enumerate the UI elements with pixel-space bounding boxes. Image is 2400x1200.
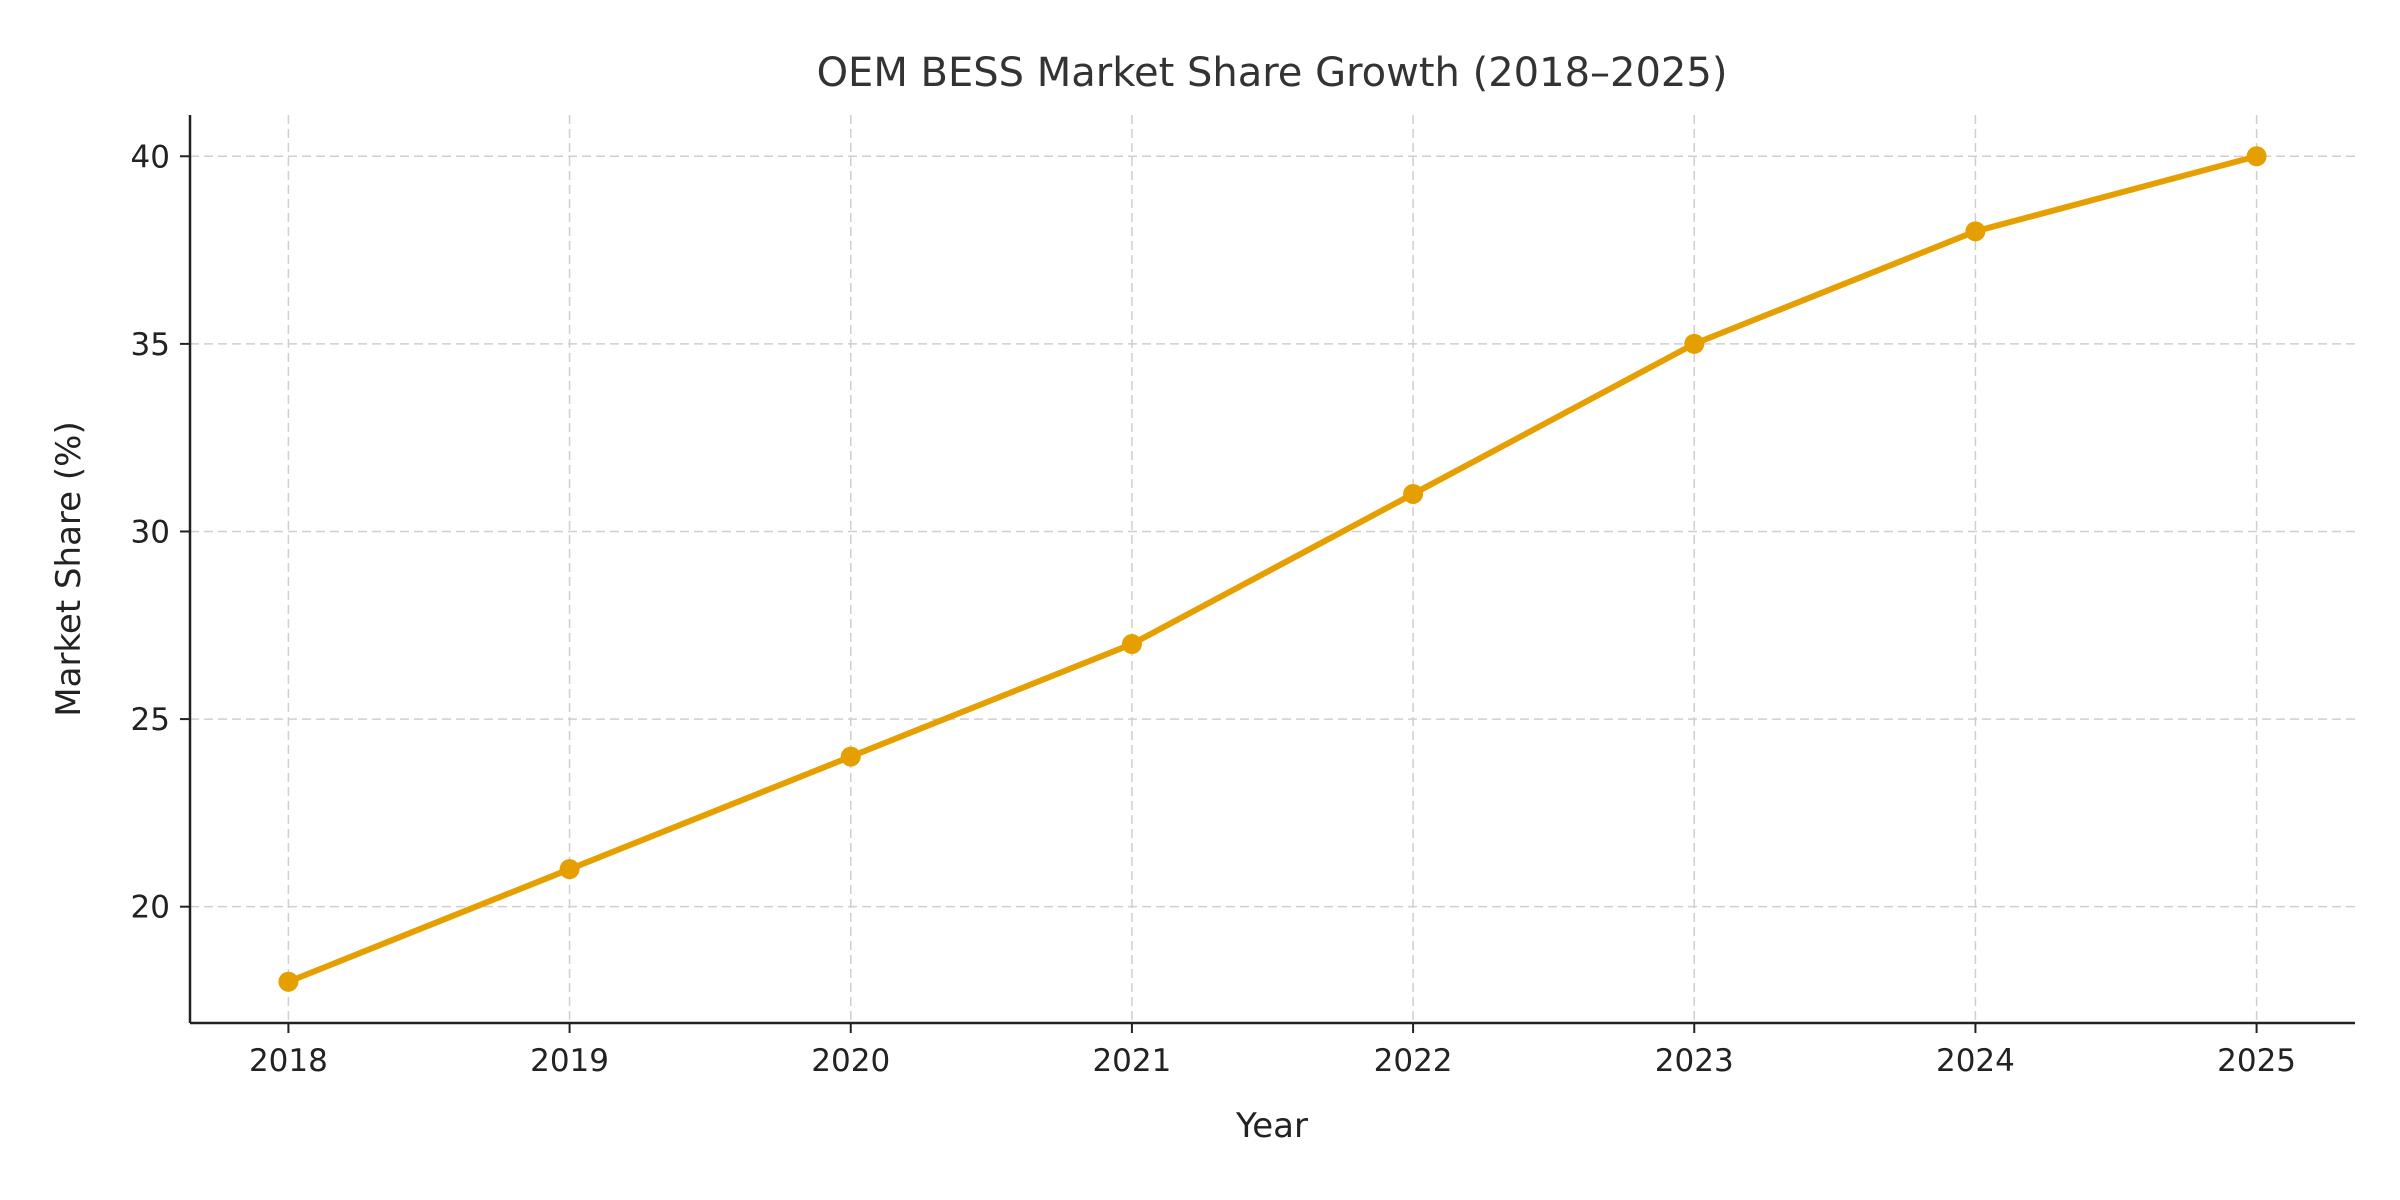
series <box>278 146 2267 992</box>
data-point <box>1965 221 1986 242</box>
data-point <box>559 859 580 880</box>
data-point <box>1121 634 1142 655</box>
y-tick-label: 30 <box>131 514 170 550</box>
x-tick-label: 2021 <box>1092 1043 1171 1079</box>
data-point <box>1684 333 1705 354</box>
y-tick-label: 25 <box>131 702 170 738</box>
x-axis-label: Year <box>1235 1106 1308 1146</box>
data-point <box>840 746 861 767</box>
y-tick-label: 40 <box>131 139 170 175</box>
data-point <box>278 971 299 992</box>
x-tick-label: 2020 <box>811 1043 890 1079</box>
y-tick-label: 20 <box>131 890 170 926</box>
ticks: 2018 2019 2020 2021 2022 2023 2024 202520253035… <box>131 139 2296 1079</box>
x-tick-label: 2018 <box>249 1043 328 1079</box>
axes <box>188 115 2355 1025</box>
data-point <box>1403 483 1424 504</box>
series-line <box>287 153 2258 985</box>
x-tick-label: 2023 <box>1655 1043 1734 1079</box>
y-tick-label: 35 <box>131 327 170 363</box>
y-axis-label: Market Share (%) <box>49 421 89 716</box>
x-tick-label: 2025 <box>2217 1043 2296 1079</box>
chart-title: OEM BESS Market Share Growth (2018–2025) <box>817 50 1728 96</box>
x-tick-label: 2022 <box>1374 1043 1453 1079</box>
data-point <box>2246 146 2267 167</box>
x-tick-label: 2024 <box>1936 1043 2015 1079</box>
x-tick-label: 2019 <box>530 1043 609 1079</box>
